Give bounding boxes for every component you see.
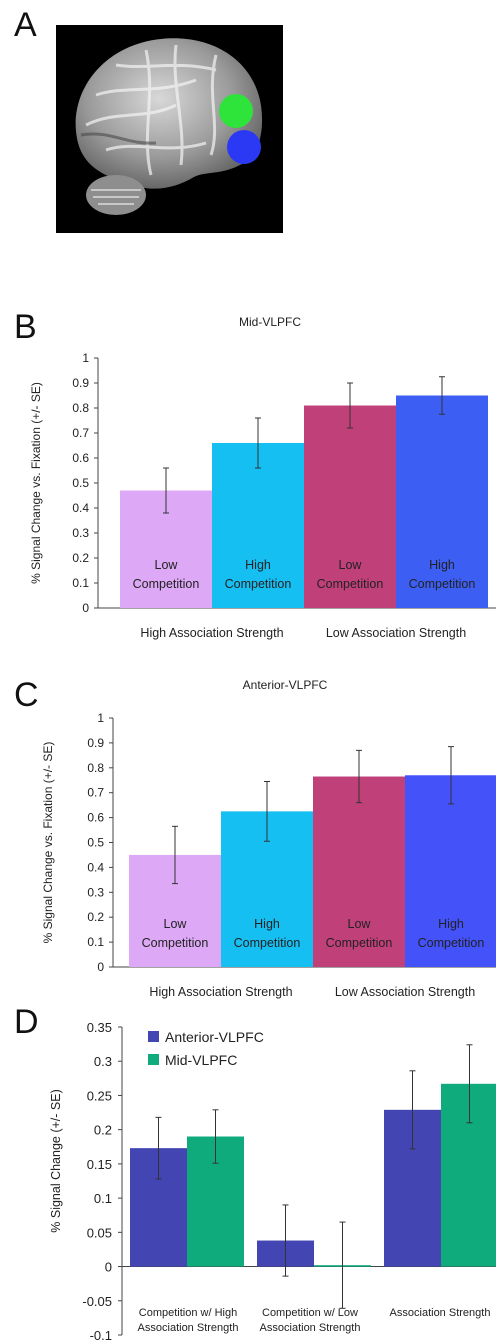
bar-label: Low [155,558,179,572]
bar-label: High [429,558,455,572]
y-tick-label: 0.6 [87,811,104,825]
bar-label: High [245,558,271,572]
y-tick-label: 0.6 [72,451,89,465]
y-axis-label: % Signal Change vs. Fixation (+/- SE) [29,382,43,584]
y-tick-label: 1 [82,351,89,365]
group-label: High Association Strength [149,985,292,999]
bar-label: Competition [225,577,292,591]
brain-illustration [75,38,263,215]
bar-label: Low [339,558,363,572]
chart-anterior-vlpfc: Anterior-VLPFC % Signal Change vs. Fixati… [41,678,496,999]
bar-label: High [254,917,280,931]
y-tick-label: 0.15 [87,1157,112,1172]
bar [304,405,396,608]
panel-letter-a: A [14,6,37,44]
legend-swatch [148,1031,159,1042]
y-tick-label: 0.2 [94,1123,112,1138]
bar-label: Low [164,917,188,931]
y-tick-label: 0.8 [87,761,104,775]
bar-label: Low [348,917,372,931]
y-axis-label: % Signal Change vs. Fixation (+/- SE) [41,742,55,944]
y-tick-label: 0.3 [94,1054,112,1069]
bar-label: Competition [326,936,393,950]
legend-label: Mid-VLPFC [165,1052,237,1068]
y-tick-label: 0.4 [72,501,89,515]
y-tick-label: 1 [97,711,104,725]
group-label: Low Association Strength [335,985,475,999]
y-tick-label: 0.5 [87,836,104,850]
panel-letter-c: C [14,676,39,714]
bar [212,443,304,608]
chart-mid-vlpfc: Mid-VLPFC % Signal Change vs. Fixation (+… [29,315,496,640]
y-tick-label: -0.05 [82,1294,112,1309]
bar-label: Competition [133,577,200,591]
chart-title: Mid-VLPFC [239,315,301,329]
bar-label: Competition [418,936,485,950]
y-tick-label: 0.8 [72,401,89,415]
bar [441,1083,496,1267]
category-label: Competition w/ Low [262,1307,358,1319]
brain-image [56,25,283,233]
y-tick-label: 0 [82,601,89,615]
y-tick-label: 0.2 [87,910,104,924]
bar-label: Competition [234,936,301,950]
bar [405,775,496,967]
y-tick-label: 0.1 [94,1191,112,1206]
y-tick-label: 0.4 [87,860,104,874]
y-tick-label: 0.5 [72,476,89,490]
y-tick-label: 0.25 [87,1088,112,1103]
bar-label: Competition [409,577,476,591]
panel-letter-d: D [14,1003,39,1041]
bar-label: Competition [317,577,384,591]
chart-contrast-effects: % Signal Change (+/- SE) -0.1 -0.05 0 0.05 0.… [49,1020,496,1343]
category-label: Competition w/ High [139,1307,237,1319]
bar [313,776,405,967]
category-label: Association Strength [260,1322,361,1334]
y-tick-label: 0.9 [87,736,104,750]
y-tick-label: 0.7 [87,786,104,800]
y-tick-label: -0.1 [90,1328,112,1343]
category-label: Association Strength [138,1322,239,1334]
panel-letter-b: B [14,308,37,346]
chart-title: Anterior-VLPFC [243,678,328,692]
y-tick-label: 0.3 [87,885,104,899]
y-tick-label: 0 [105,1260,112,1275]
y-tick-label: 0.7 [72,426,89,440]
group-label: High Association Strength [140,626,283,640]
category-label: Association Strength [390,1307,491,1319]
legend-swatch [148,1054,159,1065]
legend-label: Anterior-VLPFC [165,1029,264,1045]
group-label: Low Association Strength [326,626,466,640]
y-axis-label: % Signal Change (+/- SE) [49,1089,63,1232]
y-tick-label: 0.2 [72,551,89,565]
y-tick-label: 0.1 [72,576,89,590]
y-tick-label: 0.9 [72,376,89,390]
y-tick-label: 0.05 [87,1225,112,1240]
y-tick-label: 0.1 [87,935,104,949]
bar-label: Competition [142,936,209,950]
y-tick-label: 0 [97,960,104,974]
bar [396,395,488,608]
bar-label: High [438,917,464,931]
y-tick-label: 0.3 [72,526,89,540]
y-tick-label: 0.35 [87,1020,112,1035]
